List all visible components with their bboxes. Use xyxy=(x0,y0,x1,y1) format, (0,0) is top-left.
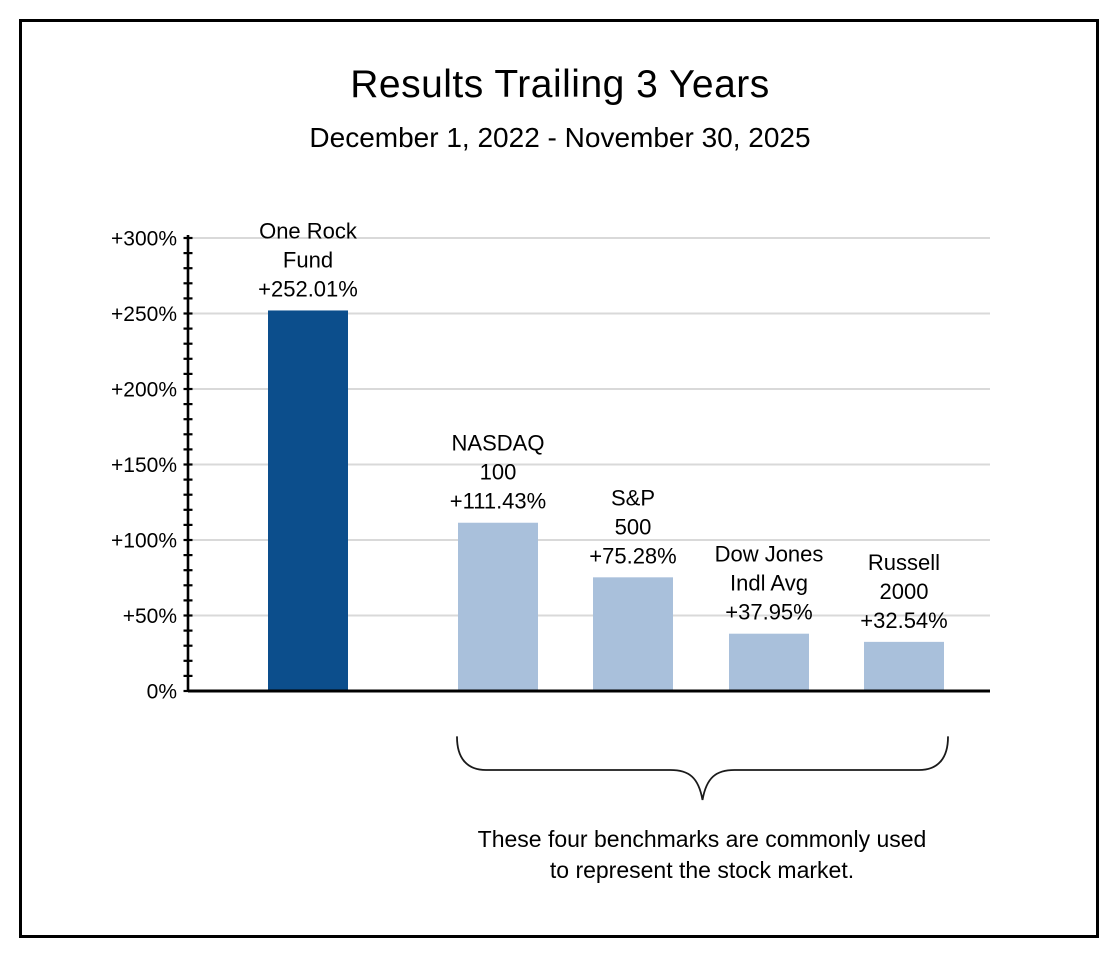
y-tick-label-200: +200% xyxy=(111,379,177,402)
bar-label-nasdaq-100: NASDAQ 100 +111.43% xyxy=(450,431,546,514)
bar-label-s-p-500: S&P 500 +75.28% xyxy=(589,485,676,568)
y-tick-label-100: +100% xyxy=(111,530,177,553)
bar-label-dow-jones-indl-avg: Dow Jones Indl Avg +37.95% xyxy=(715,542,824,625)
footnote-line-1: These four benchmarks are commonly used xyxy=(477,826,927,852)
footnote-line-2: to represent the stock market. xyxy=(549,857,855,883)
bar-nasdaq-100 xyxy=(458,522,538,691)
bar-label-russell-2000: Russell 2000 +32.54% xyxy=(860,550,947,633)
chart-title: Results Trailing 3 Years xyxy=(350,63,770,106)
bar-label-one-rock-fund: One Rock Fund +252.01% xyxy=(258,218,358,301)
bar-russell-2000 xyxy=(864,641,944,691)
y-tick-label-300: +300% xyxy=(111,228,177,251)
bar-one-rock-fund xyxy=(268,310,348,691)
y-tick-label-50: +50% xyxy=(123,605,177,628)
bar-dow-jones-indl-avg xyxy=(729,633,809,691)
benchmark-footnote: These four benchmarks are commonly used … xyxy=(478,824,927,886)
chart-subtitle: December 1, 2022 - November 30, 2025 xyxy=(309,122,811,153)
bar-s-p-500 xyxy=(593,577,673,691)
y-tick-label-150: +150% xyxy=(111,454,177,477)
outer-border-frame xyxy=(19,19,1099,938)
y-tick-label-0: 0% xyxy=(147,681,177,704)
benchmark-brace xyxy=(456,736,949,801)
y-tick-label-250: +250% xyxy=(111,303,177,326)
